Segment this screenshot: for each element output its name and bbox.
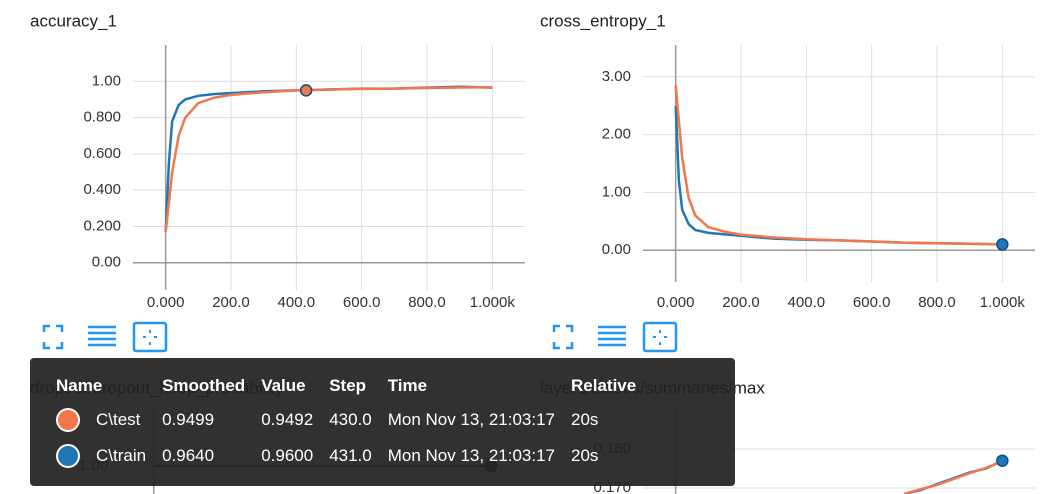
hover-marker [299,84,313,97]
fit-button[interactable] [132,321,168,353]
series-swatch [56,408,80,432]
x-tick-label: 200.0 [212,294,250,311]
tooltip-cell: 0.9499 [162,410,215,429]
series-line [674,85,1003,246]
x-tick-label: 0.000 [147,294,185,311]
tooltip-header: Name [56,376,103,395]
series-line [674,105,1003,246]
tooltip-cell: 430.0 [329,410,372,429]
tooltip-header: Smoothed [162,376,246,395]
tooltip-row: C\train 0.9640 0.9600 431.0 Mon Nov 13, 21:0… [48,438,644,474]
tooltip-cell: 0.9492 [261,410,314,429]
y-tick-label: 0.00 [92,254,121,271]
tooltip-cell: 20s [571,446,599,465]
swatch-cell [48,438,88,474]
tooltip-header: Time [387,376,428,395]
y-tick-label: 2.00 [602,126,631,143]
tooltip-cell: 431.0 [329,446,372,465]
x-tick-label: 0.000 [657,294,695,311]
panel-title: accuracy_1 [30,11,117,30]
y-tick-label: 0.400 [83,181,121,198]
fit-button[interactable] [642,321,678,353]
series-swatch [56,444,80,468]
tooltip-cell: 0.9640 [162,446,215,465]
series-line [164,86,493,233]
fullscreen-button[interactable] [42,324,64,350]
tooltip-table: Name Smoothed Value Step Time Relative C\test 0… [48,372,644,474]
x-tick-label: 800.0 [918,294,956,311]
toolbar [42,321,678,353]
hover-marker [996,238,1009,251]
tooltip-cell: Mon Nov 13, 21:03:17 [387,410,556,429]
tooltip-cell: 0.9600 [261,446,314,465]
x-tick-label: 400.0 [788,294,826,311]
panel-title: cross_entropy_1 [540,11,666,30]
x-tick-label: 400.0 [278,294,316,311]
x-tick-label: 800.0 [408,294,446,311]
hover-marker [996,454,1009,467]
x-tick-label: 200.0 [722,294,760,311]
y-tick-label: 1.00 [602,183,631,200]
y-tick-label: 0.800 [83,109,121,126]
y-tick-label: 3.00 [602,68,631,85]
y-tick-label: 0.00 [602,241,631,258]
tooltip: Name Smoothed Value Step Time Relative C\test 0… [30,358,735,486]
lines-button[interactable] [88,325,116,347]
y-tick-label: 0.200 [83,217,121,234]
x-tick-label: 1.000k [470,294,516,311]
tooltip-cell: Mon Nov 13, 21:03:17 [387,446,556,465]
tooltip-header: Value [261,376,306,395]
tooltip-cell: C\test [96,410,141,429]
y-tick-label: 1.00 [92,72,121,89]
tooltip-header: Relative [571,376,637,395]
x-tick-label: 600.0 [853,294,891,311]
series-line [164,85,493,232]
tooltip-row: C\test 0.9499 0.9492 430.0 Mon Nov 13, 21:03… [48,402,644,438]
swatch-cell [48,402,88,438]
tooltip-cell: C\train [96,446,147,465]
x-tick-label: 600.0 [343,294,381,311]
y-tick-label: 0.600 [83,145,121,162]
fullscreen-button[interactable] [552,324,574,350]
tooltip-cell: 20s [571,410,599,429]
lines-button[interactable] [598,325,626,347]
series-line [903,460,1003,494]
tooltip-header: Step [329,376,367,395]
x-tick-label: 1.000k [980,294,1026,311]
